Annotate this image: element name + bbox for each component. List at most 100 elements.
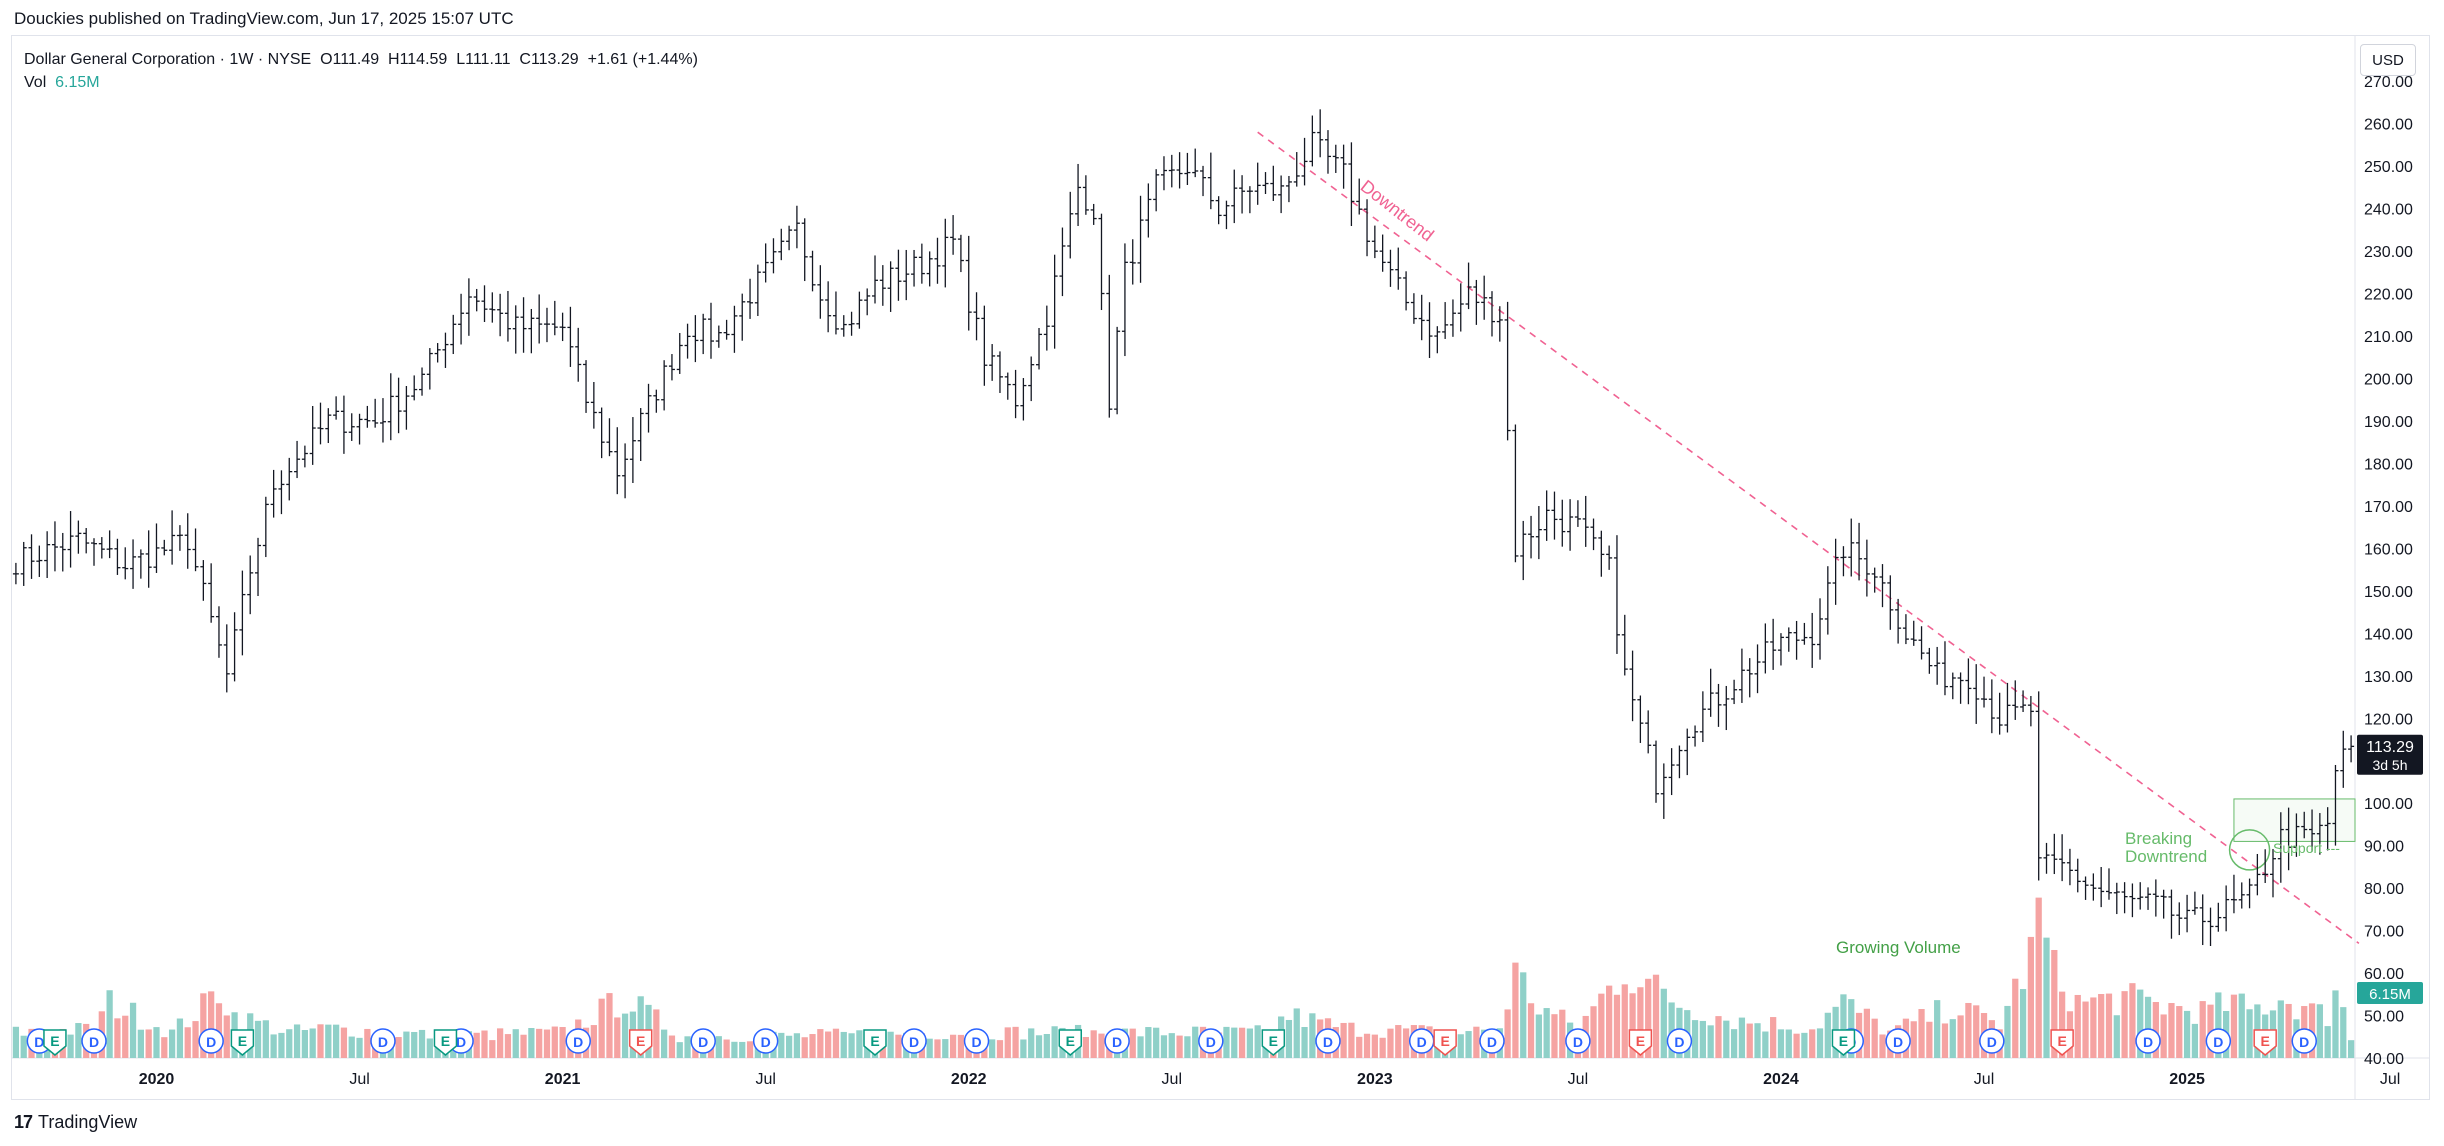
earnings-marker[interactable] bbox=[1433, 1029, 1457, 1056]
volume-bar bbox=[1918, 1009, 1925, 1058]
dividend-marker[interactable] bbox=[1979, 1028, 2005, 1054]
dividend-marker[interactable] bbox=[1315, 1028, 1341, 1054]
high-value: H114.59 bbox=[388, 51, 448, 68]
volume-bar bbox=[957, 1034, 965, 1058]
volume-bar bbox=[1145, 1027, 1152, 1058]
dividend-marker[interactable] bbox=[1666, 1028, 1693, 1054]
dividend-marker[interactable] bbox=[1885, 1028, 1911, 1054]
y-tick-label: 220.00 bbox=[2364, 287, 2413, 304]
volume-bar bbox=[590, 1025, 597, 1058]
volume-bar bbox=[668, 1035, 676, 1058]
earnings-marker[interactable] bbox=[863, 1029, 887, 1056]
chart-legend: Dollar General Corporation · 1W · NYSE O… bbox=[24, 48, 698, 94]
volume-bar bbox=[325, 1024, 332, 1058]
volume-bar bbox=[2019, 989, 2027, 1058]
dividend-marker[interactable] bbox=[2291, 1028, 2317, 1054]
volume-bar bbox=[1184, 1036, 1191, 1058]
volume-bar bbox=[2332, 990, 2339, 1058]
volume-bar bbox=[1613, 994, 1621, 1058]
y-tick-label: 250.00 bbox=[2364, 159, 2413, 176]
earnings-marker[interactable] bbox=[230, 1029, 255, 1056]
volume-bar bbox=[348, 1036, 355, 1058]
dividend-marker[interactable] bbox=[1565, 1028, 1591, 1054]
y-tick-label: 210.00 bbox=[2364, 329, 2413, 346]
dividend-marker[interactable] bbox=[1198, 1028, 1224, 1054]
dividend-marker-letter: D bbox=[2299, 1034, 2309, 1050]
dividend-marker-letter: D bbox=[378, 1034, 388, 1050]
earnings-marker[interactable] bbox=[433, 1029, 458, 1056]
dividend-marker[interactable] bbox=[2205, 1028, 2232, 1054]
volume-bar bbox=[254, 1020, 262, 1058]
volume-bar bbox=[1629, 993, 1636, 1058]
volume-bar bbox=[1973, 1005, 1980, 1058]
earnings-marker[interactable] bbox=[1831, 1029, 1856, 1056]
volume-bar bbox=[1668, 1002, 1675, 1058]
volume-bar bbox=[2191, 1023, 2199, 1058]
volume-bar bbox=[528, 1028, 535, 1058]
volume-bar bbox=[1090, 1030, 1097, 1058]
volume-bar bbox=[12, 1026, 20, 1058]
volume-bar bbox=[2230, 994, 2238, 1058]
y-tick-label: 130.00 bbox=[2364, 669, 2413, 686]
breakout-circle[interactable] bbox=[2228, 829, 2271, 871]
volume-bar bbox=[2316, 1004, 2323, 1058]
earnings-marker[interactable] bbox=[1058, 1029, 1083, 1056]
volume-bar bbox=[2152, 1002, 2159, 1058]
dividend-marker[interactable] bbox=[752, 1028, 779, 1054]
growing-volume-label: Growing Volume bbox=[1836, 938, 1961, 957]
volume-bar bbox=[317, 1024, 324, 1058]
downtrend-line[interactable] bbox=[1257, 131, 2360, 944]
volume-bar bbox=[1879, 1034, 1886, 1058]
dividend-marker[interactable] bbox=[690, 1028, 716, 1054]
earnings-marker[interactable] bbox=[2050, 1029, 2074, 1056]
volume-bar bbox=[473, 1032, 480, 1058]
earnings-marker[interactable] bbox=[1261, 1029, 1286, 1056]
volume-bar bbox=[1402, 1028, 1410, 1058]
dividend-marker-letter: D bbox=[34, 1034, 44, 1050]
volume-tag bbox=[2357, 982, 2423, 1004]
support-zone[interactable] bbox=[2233, 798, 2356, 842]
volume-bar bbox=[270, 1034, 277, 1058]
volume-bar bbox=[817, 1029, 824, 1058]
breaking-downtrend-label: Downtrend bbox=[2125, 847, 2207, 866]
volume-bar bbox=[2012, 978, 2019, 1058]
volume-bar bbox=[1340, 1022, 1347, 1058]
y-tick-label: 190.00 bbox=[2364, 414, 2413, 431]
earnings-marker[interactable] bbox=[628, 1029, 653, 1056]
earnings-marker[interactable] bbox=[2253, 1029, 2277, 1056]
dividend-marker[interactable] bbox=[1479, 1028, 1505, 1054]
dividend-marker[interactable] bbox=[198, 1028, 224, 1054]
volume-bar bbox=[106, 990, 113, 1058]
volume-bar bbox=[2340, 1007, 2347, 1058]
volume-bar bbox=[364, 1028, 371, 1058]
volume-bar bbox=[614, 1017, 621, 1058]
last-price-value: 113.29 bbox=[2366, 739, 2414, 756]
x-tick-label: Jul bbox=[1974, 1071, 1994, 1088]
earnings-marker[interactable] bbox=[1628, 1029, 1653, 1056]
dividend-marker[interactable] bbox=[565, 1028, 591, 1054]
earnings-marker-letter: E bbox=[1269, 1033, 1278, 1049]
footer-brand[interactable]: 17 TradingView bbox=[14, 1112, 137, 1133]
volume-bar bbox=[1082, 1037, 1089, 1058]
dividend-marker[interactable] bbox=[370, 1028, 396, 1054]
x-tick-label: 2025 bbox=[2169, 1071, 2205, 1088]
dividend-marker-letter: D bbox=[1206, 1034, 1216, 1050]
volume-bar bbox=[1379, 1037, 1386, 1058]
volume-bar bbox=[129, 1002, 137, 1058]
dividend-marker[interactable] bbox=[901, 1028, 927, 1054]
volume-bar bbox=[153, 1027, 160, 1058]
currency-button[interactable]: USD bbox=[2360, 44, 2416, 76]
x-tick-label: Jul bbox=[1162, 1071, 1182, 1088]
x-tick-label: Jul bbox=[2380, 1071, 2400, 1088]
volume-bar bbox=[1941, 1023, 1949, 1058]
volume-bar bbox=[504, 1034, 512, 1058]
earnings-marker[interactable] bbox=[43, 1029, 67, 1056]
dividend-marker[interactable] bbox=[81, 1028, 107, 1054]
volume-bar bbox=[1543, 1008, 1550, 1058]
dividend-marker[interactable] bbox=[1104, 1028, 1130, 1054]
dividend-marker[interactable] bbox=[2135, 1028, 2161, 1054]
volume-bar bbox=[856, 1030, 863, 1058]
dividend-marker[interactable] bbox=[963, 1028, 990, 1054]
volume-bar bbox=[309, 1028, 316, 1058]
